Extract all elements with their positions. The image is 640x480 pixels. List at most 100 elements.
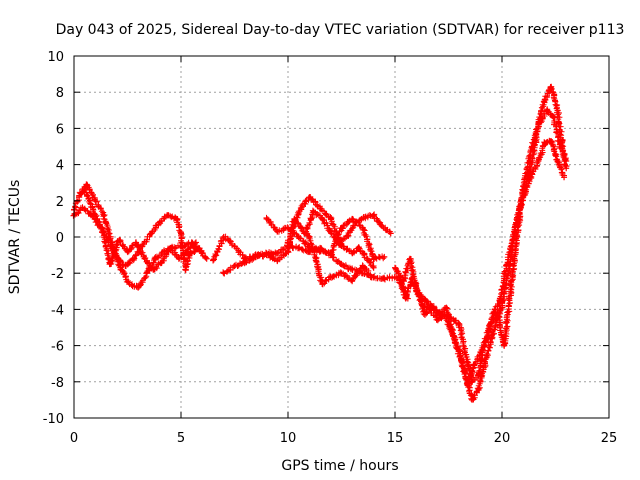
- data-point: [406, 255, 413, 262]
- y-tick-label: -4: [51, 303, 64, 318]
- data-point: [396, 273, 403, 280]
- data-point: [291, 215, 298, 222]
- data-point: [327, 273, 334, 280]
- y-axis-title: SDTVAR / TECUs: [7, 180, 23, 295]
- data-point: [252, 253, 259, 260]
- data-point: [355, 244, 362, 251]
- data-point: [520, 183, 527, 190]
- y-tick-label: -6: [51, 340, 64, 355]
- data-point: [434, 310, 441, 317]
- x-tick-label: 10: [280, 431, 297, 446]
- data-point: [263, 215, 270, 222]
- data-point: [445, 313, 452, 320]
- x-tick-label: 5: [177, 431, 185, 446]
- y-tick-label: -10: [43, 412, 64, 427]
- y-tick-label: 2: [56, 195, 64, 210]
- data-point: [496, 299, 503, 306]
- data-point: [327, 215, 334, 222]
- data-point: [368, 273, 375, 280]
- data-point: [535, 157, 542, 164]
- data-point: [143, 270, 150, 277]
- data-point: [387, 230, 394, 237]
- data-point: [462, 351, 469, 358]
- data-point: [349, 215, 356, 222]
- data-point: [92, 197, 99, 204]
- y-tick-label: 8: [56, 86, 64, 101]
- y-tick-label: 10: [47, 50, 64, 65]
- data-point: [79, 205, 86, 212]
- data-point: [178, 230, 184, 237]
- data-point: [349, 277, 356, 284]
- data-point: [554, 107, 561, 114]
- data-point: [302, 230, 309, 237]
- data-point: [409, 275, 416, 282]
- data-point: [488, 319, 495, 326]
- data-point: [359, 224, 366, 231]
- data-point: [167, 244, 174, 251]
- x-tick-label: 15: [387, 431, 404, 446]
- chart-title: Day 043 of 2025, Sidereal Day-to-day VTE…: [56, 22, 625, 38]
- data-point: [475, 371, 482, 378]
- data-point: [338, 224, 345, 231]
- data-point: [443, 304, 450, 311]
- data-point: [424, 299, 431, 306]
- data-point: [319, 281, 326, 288]
- data-point: [464, 382, 471, 389]
- data-point: [364, 255, 371, 262]
- y-tick-label: 4: [56, 159, 64, 174]
- series-6: [263, 214, 388, 263]
- data-point: [359, 270, 366, 277]
- data-point: [165, 212, 172, 219]
- data-point: [148, 230, 155, 237]
- data-point: [344, 232, 351, 239]
- data-point: [274, 250, 281, 257]
- data-point: [100, 212, 107, 219]
- data-point: [535, 121, 542, 128]
- data-point: [370, 212, 377, 219]
- data-point: [513, 234, 520, 240]
- data-point: [327, 228, 334, 235]
- data-point: [353, 219, 360, 226]
- data-point: [379, 223, 386, 230]
- data-point: [310, 208, 317, 215]
- data-point: [173, 215, 180, 222]
- x-tick-label: 25: [601, 431, 618, 446]
- data-point: [469, 378, 476, 385]
- data-point: [327, 250, 334, 257]
- data-point: [133, 239, 140, 246]
- data-point: [90, 206, 97, 213]
- data-point: [381, 253, 388, 260]
- data-point: [338, 261, 345, 268]
- data-point: [203, 255, 210, 262]
- data-point: [469, 396, 476, 403]
- data-point: [541, 96, 548, 103]
- data-point: [475, 386, 482, 393]
- data-points: [70, 83, 570, 403]
- data-point: [451, 338, 458, 345]
- data-point: [83, 181, 90, 188]
- y-tick-label: -2: [51, 267, 64, 282]
- data-point: [349, 250, 356, 257]
- data-point: [556, 141, 563, 148]
- data-point: [392, 264, 398, 271]
- data-point: [295, 244, 302, 251]
- data-point: [295, 234, 302, 240]
- data-point: [126, 281, 133, 288]
- data-point: [561, 174, 568, 181]
- data-point: [306, 234, 313, 240]
- y-tick-label: 0: [56, 231, 64, 246]
- data-point: [118, 266, 125, 273]
- x-axis-title: GPS time / hours: [281, 458, 398, 474]
- data-point: [359, 262, 366, 269]
- data-point: [434, 317, 441, 324]
- data-point: [274, 257, 281, 264]
- data-point: [210, 257, 217, 264]
- data-point: [471, 362, 478, 369]
- data-point: [306, 194, 313, 201]
- data-point: [370, 264, 377, 271]
- data-point: [141, 255, 148, 262]
- data-point: [158, 259, 165, 266]
- data-point: [274, 228, 281, 235]
